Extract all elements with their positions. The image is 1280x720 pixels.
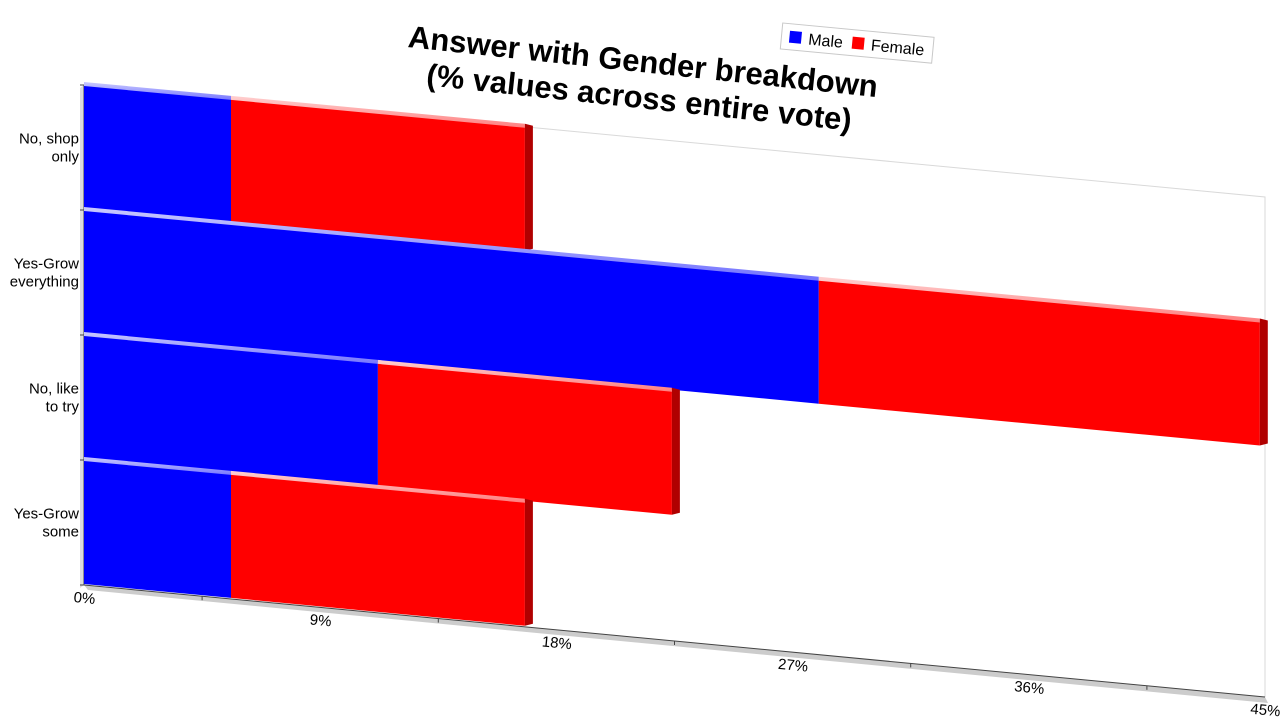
bar-male-1 — [84, 207, 819, 404]
x-tick-label: 27% — [777, 656, 808, 676]
x-tick-label: 0% — [73, 589, 96, 608]
legend-label-male: Male — [807, 32, 843, 52]
category-label-line: everything — [10, 274, 79, 291]
legend-label-female: Female — [870, 37, 925, 59]
category-label: Yes-Grow some — [14, 506, 79, 541]
category-label-line: some — [42, 524, 79, 541]
legend-swatch-female — [851, 36, 865, 50]
bar-side-face — [524, 123, 533, 251]
bar-female-2 — [377, 359, 680, 515]
x-axis-ticks: 0% 9% 18% 27% 36% 45% — [73, 589, 1280, 720]
bar-female-1 — [818, 276, 1268, 446]
floor-wall — [84, 585, 1268, 703]
category-label-line: Yes-Grow — [14, 256, 79, 273]
bar-male-2 — [84, 332, 378, 487]
category-label-line: No, like — [29, 381, 79, 398]
category-label-line: No, shop — [19, 131, 79, 148]
legend-swatch-male — [788, 30, 802, 44]
bars-group — [83, 82, 1268, 626]
bar-front-face — [84, 211, 819, 404]
bar-front-face — [84, 461, 231, 598]
category-label: No, like to try — [29, 381, 80, 416]
bar-front-face — [818, 280, 1260, 446]
category-label: No, shop only — [19, 131, 80, 166]
legend: Male Female — [779, 22, 935, 64]
bar-front-face — [231, 474, 525, 626]
bar-side-face — [1259, 318, 1268, 446]
category-label-line: only — [51, 149, 79, 166]
bar-side-face — [671, 387, 680, 515]
category-label-line: to try — [46, 399, 80, 416]
bar-male-3 — [84, 457, 231, 598]
bar-male-0 — [84, 82, 231, 223]
bar-front-face — [231, 99, 525, 251]
bar-female-3 — [231, 470, 533, 626]
bar-front-face — [377, 363, 672, 515]
x-tick-label: 9% — [309, 611, 332, 630]
x-tick-label: 45% — [1250, 701, 1280, 720]
bar-side-face — [524, 498, 533, 626]
bar-front-face — [84, 336, 378, 487]
left-wall — [80, 85, 84, 588]
bar-female-0 — [231, 95, 533, 251]
chart-title-group: Answer with Gender breakdown (% values a… — [407, 19, 880, 137]
category-label: Yes-Grow everything — [10, 256, 79, 291]
x-tick-label: 18% — [541, 633, 572, 653]
category-label-line: Yes-Grow — [14, 506, 79, 523]
x-tick-label: 36% — [1013, 678, 1044, 698]
bar-front-face — [84, 86, 231, 223]
